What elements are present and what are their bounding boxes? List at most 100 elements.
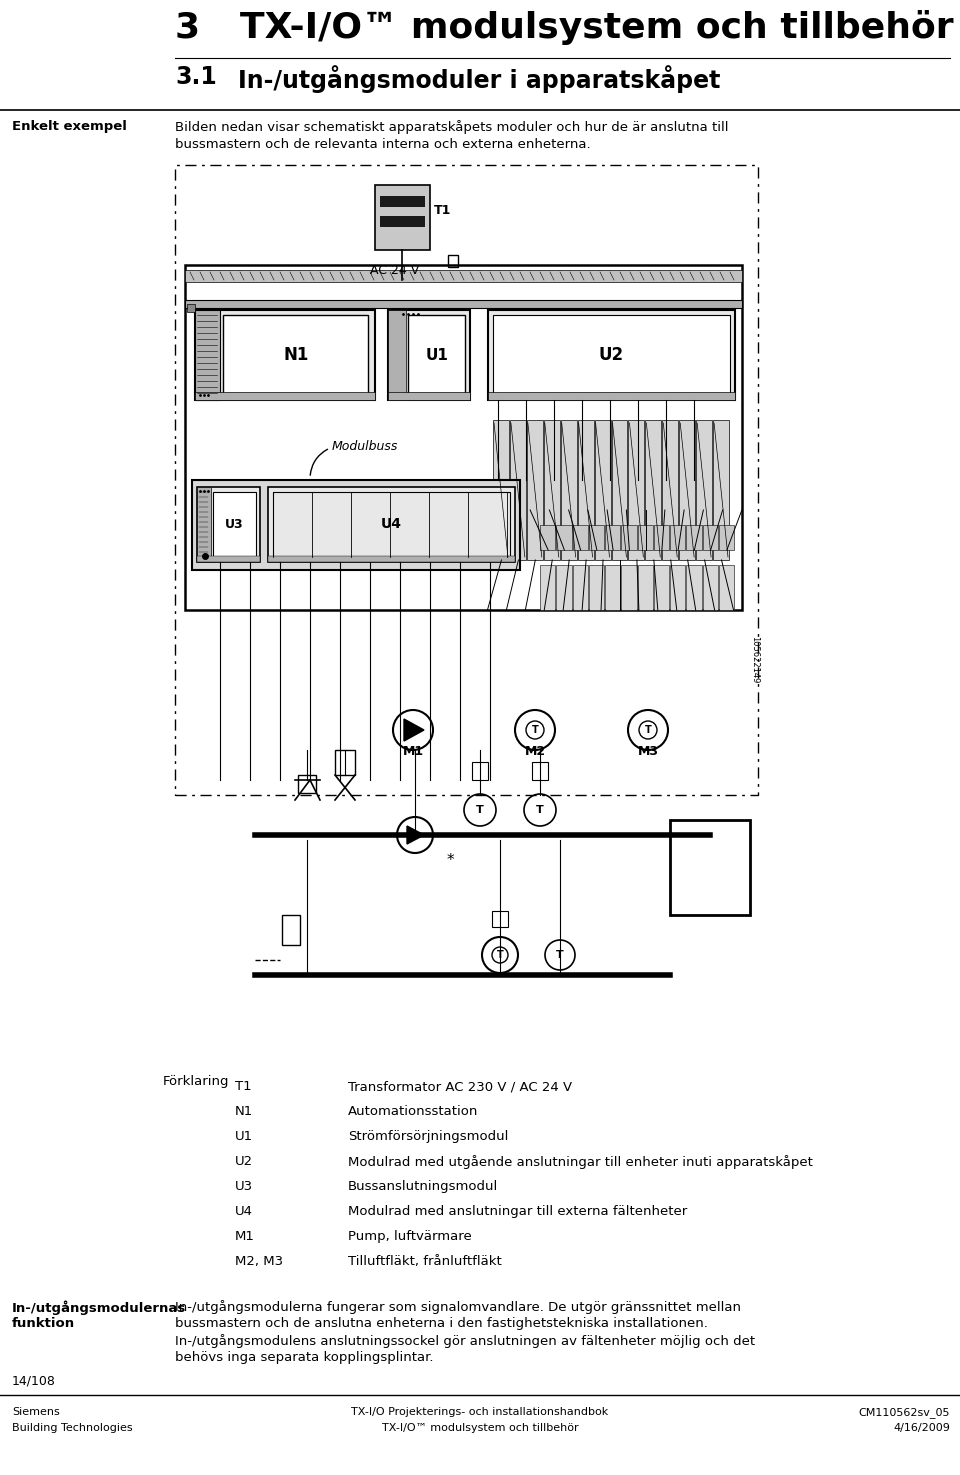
- Text: TX-I/O™ modulsystem och tillbehör: TX-I/O™ modulsystem och tillbehör: [240, 10, 953, 46]
- Bar: [175, 165, 758, 795]
- Bar: [380, 196, 425, 207]
- Text: T: T: [556, 950, 564, 960]
- Text: In-/utgångsmodulens anslutningssockel gör anslutningen av fältenheter möjlig och: In-/utgångsmodulens anslutningssockel gö…: [175, 1333, 756, 1348]
- Bar: [703, 565, 718, 611]
- Bar: [719, 565, 734, 611]
- Bar: [493, 316, 730, 395]
- Text: In-/utgångsmodulerna fungerar som signalomvandlare. De utgör gränssnittet mellan: In-/utgångsmodulerna fungerar som signal…: [175, 1299, 741, 1314]
- Text: Modulrad med utgående anslutningar till enheter inuti apparatskåpet: Modulrad med utgående anslutningar till …: [348, 1155, 813, 1170]
- Bar: [213, 493, 256, 558]
- Bar: [380, 215, 425, 227]
- Text: T: T: [496, 950, 503, 960]
- Bar: [195, 310, 220, 400]
- Bar: [540, 525, 555, 550]
- Polygon shape: [404, 718, 424, 740]
- Bar: [388, 310, 470, 400]
- Bar: [605, 565, 620, 611]
- Text: Bilden nedan visar schematiskt apparatskåpets moduler och hur de är anslutna til: Bilden nedan visar schematiskt apparatsk…: [175, 119, 729, 134]
- Text: U3: U3: [225, 518, 243, 531]
- Text: Tilluftfläkt, frånluftfläkt: Tilluftfläkt, frånluftfläkt: [348, 1255, 502, 1268]
- Text: Transformator AC 230 V / AC 24 V: Transformator AC 230 V / AC 24 V: [348, 1080, 572, 1093]
- Bar: [532, 763, 548, 780]
- Bar: [662, 420, 678, 560]
- Text: Enkelt exempel: Enkelt exempel: [12, 119, 127, 133]
- Text: In-/utgångsmodulernas: In-/utgångsmodulernas: [12, 1299, 186, 1314]
- Text: TX-I/O Projekterings- och installationshandbok: TX-I/O Projekterings- och installationsh…: [351, 1407, 609, 1417]
- Text: TX-I/O™ modulsystem och tillbehör: TX-I/O™ modulsystem och tillbehör: [382, 1423, 578, 1434]
- Text: 4/16/2009: 4/16/2009: [893, 1423, 950, 1434]
- Bar: [670, 565, 685, 611]
- Bar: [578, 420, 593, 560]
- Bar: [472, 763, 488, 780]
- Text: M3: M3: [637, 745, 659, 758]
- Bar: [645, 420, 661, 560]
- Text: T1: T1: [235, 1080, 252, 1093]
- Text: M1: M1: [235, 1230, 254, 1243]
- Text: U1: U1: [235, 1130, 253, 1143]
- Text: T: T: [532, 726, 539, 735]
- Bar: [197, 487, 211, 562]
- Text: M1: M1: [402, 745, 423, 758]
- Text: Förklaring: Förklaring: [163, 1075, 229, 1089]
- Text: T: T: [536, 805, 544, 816]
- Text: T1: T1: [434, 204, 451, 217]
- Text: T: T: [476, 805, 484, 816]
- Bar: [192, 479, 520, 569]
- Text: CM110562sv_05: CM110562sv_05: [858, 1407, 950, 1417]
- Bar: [408, 316, 465, 395]
- Bar: [493, 420, 509, 560]
- Bar: [612, 420, 628, 560]
- Bar: [594, 420, 611, 560]
- Bar: [696, 420, 712, 560]
- Bar: [572, 525, 588, 550]
- Bar: [195, 392, 375, 400]
- Bar: [561, 420, 577, 560]
- Text: Modulrad med anslutningar till externa fältenheter: Modulrad med anslutningar till externa f…: [348, 1205, 687, 1218]
- Text: Bussanslutningsmodul: Bussanslutningsmodul: [348, 1180, 498, 1193]
- Text: bussmastern och de anslutna enheterna i den fastighetstekniska installationen.: bussmastern och de anslutna enheterna i …: [175, 1317, 708, 1330]
- Text: Siemens: Siemens: [12, 1407, 60, 1417]
- Bar: [185, 266, 742, 611]
- Bar: [273, 493, 510, 558]
- Bar: [637, 525, 653, 550]
- Bar: [654, 525, 669, 550]
- Text: *: *: [446, 853, 454, 867]
- Bar: [488, 310, 735, 400]
- Bar: [540, 565, 555, 611]
- Bar: [527, 420, 542, 560]
- Text: 105622149: 105622149: [751, 636, 759, 684]
- Polygon shape: [407, 826, 424, 844]
- Bar: [556, 565, 571, 611]
- Bar: [335, 749, 355, 774]
- Text: U3: U3: [235, 1180, 253, 1193]
- Bar: [629, 420, 644, 560]
- Text: behövs inga separata kopplingsplintar.: behövs inga separata kopplingsplintar.: [175, 1351, 434, 1364]
- Bar: [686, 565, 702, 611]
- Bar: [388, 310, 406, 400]
- Bar: [605, 525, 620, 550]
- Text: Building Technologies: Building Technologies: [12, 1423, 132, 1434]
- Text: U4: U4: [235, 1205, 253, 1218]
- Text: Strömförsörjningsmodul: Strömförsörjningsmodul: [348, 1130, 509, 1143]
- Text: U2: U2: [598, 347, 624, 364]
- Bar: [510, 420, 526, 560]
- Bar: [621, 525, 636, 550]
- Bar: [187, 304, 195, 313]
- Text: 3.1: 3.1: [175, 65, 217, 88]
- Bar: [680, 420, 695, 560]
- Text: Modulbuss: Modulbuss: [332, 440, 398, 453]
- Bar: [268, 556, 515, 562]
- Text: AC 24 V: AC 24 V: [370, 264, 420, 276]
- Text: N1: N1: [283, 347, 309, 364]
- Bar: [572, 565, 588, 611]
- Text: 3: 3: [175, 10, 200, 44]
- Text: M2, M3: M2, M3: [235, 1255, 283, 1268]
- Bar: [388, 392, 470, 400]
- Bar: [280, 485, 430, 493]
- Text: bussmastern och de relevanta interna och externa enheterna.: bussmastern och de relevanta interna och…: [175, 139, 590, 150]
- Bar: [197, 487, 260, 562]
- Bar: [448, 255, 458, 267]
- Bar: [556, 525, 571, 550]
- Bar: [654, 565, 669, 611]
- Bar: [713, 420, 729, 560]
